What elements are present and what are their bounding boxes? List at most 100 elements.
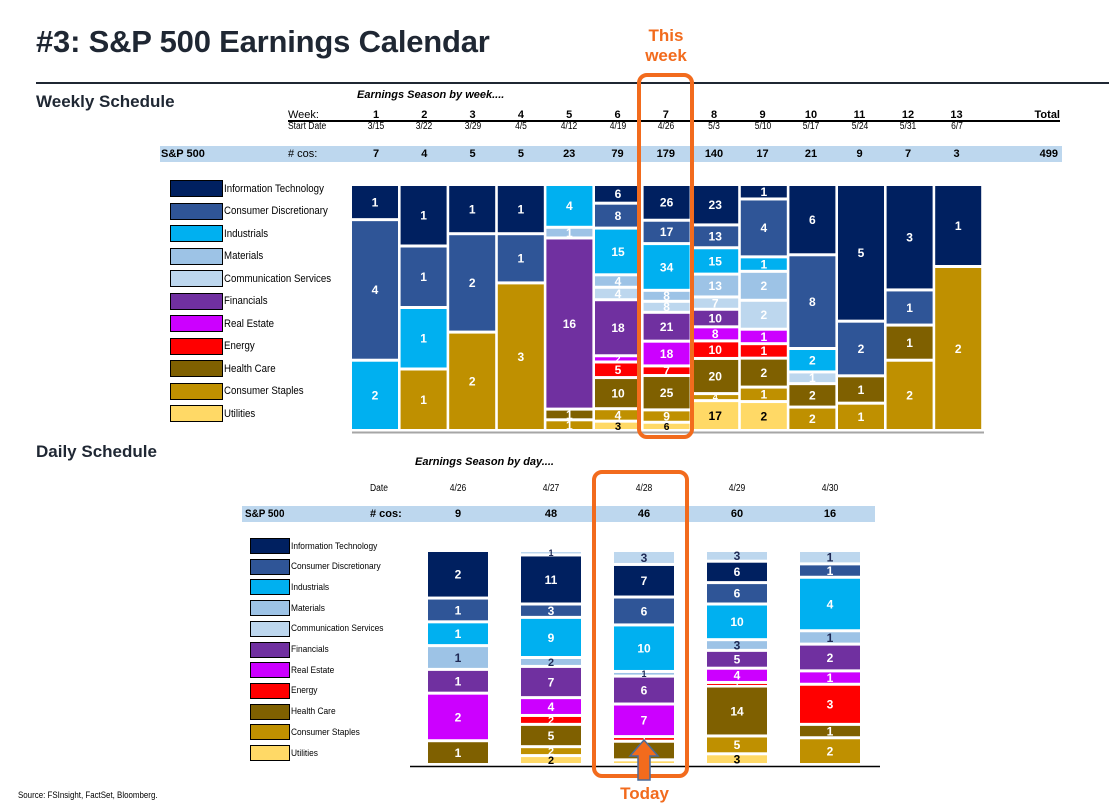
- bar-value-label: 4: [372, 283, 379, 297]
- bar-value-label: 2: [548, 657, 554, 669]
- bar-value-label: 2: [760, 308, 767, 322]
- bar-value-label: 4: [713, 392, 718, 402]
- bar-segment-communication-services: [789, 373, 836, 383]
- bar-segment-consumer-discretionary: [614, 598, 674, 624]
- bar-value-label: 9: [663, 409, 670, 423]
- week-start-date-label: 4/19: [609, 121, 626, 132]
- legend-label: Consumer Discretionary: [291, 561, 381, 573]
- bar-value-label: 2: [372, 389, 379, 403]
- bar-value-label: 1: [455, 651, 462, 665]
- week-count-value: 17: [756, 148, 769, 160]
- bar-value-label: 2: [455, 710, 462, 724]
- bar-value-label: 6: [734, 565, 741, 579]
- week-start-date-label: 5/31: [899, 121, 917, 132]
- bar-segment-consumer-discretionary: [521, 605, 581, 616]
- week-count-value: 179: [656, 148, 675, 160]
- legend-label: Financials: [224, 295, 268, 307]
- today-arrow-icon: [628, 738, 660, 781]
- bar-segment-real-estate: [521, 699, 581, 714]
- bar-segment-financials: [428, 670, 488, 692]
- bar-value-label: 2: [955, 342, 962, 356]
- bar-value-label: 4: [734, 669, 741, 683]
- bar-segment-real-estate: [614, 705, 674, 736]
- bar-segment-financials: [643, 313, 690, 340]
- legend-label: Real Estate: [291, 664, 335, 676]
- week-start-date-label: 3/15: [367, 121, 385, 132]
- legend-item-consumer-staples: Consumer Staples: [170, 382, 315, 400]
- legend-swatch: [170, 382, 223, 400]
- week-start-date-label: 3/29: [464, 121, 481, 132]
- bar-segment-communication-services: [740, 301, 787, 328]
- bar-segment-materials: [692, 275, 739, 296]
- legend-label: Materials: [224, 250, 264, 262]
- bar-segment-information-technology: [614, 565, 674, 596]
- bar-value-label: 2: [760, 409, 767, 423]
- bar-segment-energy: [800, 685, 860, 723]
- bar-value-label: 1: [760, 344, 767, 358]
- week-start-date-label: 5/17: [802, 121, 820, 132]
- week-number-label: 8: [710, 109, 718, 121]
- daily-count-label: # cos:: [370, 508, 402, 520]
- week-number-label: 2: [421, 109, 428, 121]
- bar-value-label: 4: [615, 408, 622, 422]
- bar-value-label: 18: [660, 347, 674, 361]
- bar-segment-consumer-staples: [692, 395, 739, 400]
- bar-value-label: 15: [611, 245, 625, 259]
- bar-segment-consumer-discretionary: [595, 204, 641, 227]
- bar-value-label: 4: [615, 274, 622, 288]
- bar-value-label: 2: [548, 755, 554, 767]
- legend-label: Communication Services: [224, 272, 332, 285]
- bar-value-label: 1: [566, 408, 573, 422]
- bar-segment-consumer-discretionary: [800, 565, 860, 576]
- bar-value-label: 1: [641, 669, 646, 679]
- bar-segment-industrials: [521, 618, 581, 656]
- week-number-label: 7: [662, 109, 669, 121]
- bar-segment-health-care: [692, 359, 739, 393]
- bar-segment-industrials: [614, 626, 674, 670]
- week-number-label: 11: [853, 109, 866, 121]
- bar-segment-energy: [521, 716, 581, 723]
- bar-segment-consumer-staples: [935, 268, 982, 429]
- bar-value-label: 1: [858, 410, 865, 424]
- legend-swatch: [250, 682, 290, 699]
- bar-value-label: 3: [734, 549, 741, 563]
- bar-value-label: 2: [760, 366, 767, 380]
- day-count-value: 16: [823, 508, 837, 520]
- bar-value-label: 4: [548, 700, 555, 714]
- bar-segment-consumer-discretionary: [428, 599, 488, 621]
- legend-swatch: [250, 724, 290, 741]
- bar-value-label: 1: [420, 209, 427, 223]
- date-row-label: Date: [370, 483, 388, 494]
- bar-value-label: 2: [809, 412, 816, 426]
- source-note: Source: FSInsight, FactSet, Bloomberg.: [18, 790, 158, 800]
- bar-segment-energy: [740, 345, 787, 357]
- bar-segment-industrials: [352, 361, 398, 429]
- week-start-date-label: 4/26: [657, 121, 675, 132]
- bar-value-label: 11: [545, 573, 558, 587]
- bar-segment-industrials: [400, 309, 447, 368]
- legend-label: Financials: [291, 644, 329, 655]
- bar-segment-energy: [707, 683, 767, 685]
- title-divider: [36, 82, 1109, 84]
- week-start-date-label: 5/24: [851, 121, 868, 132]
- bar-value-label: 9: [548, 631, 555, 645]
- week-number-label: 1: [372, 109, 380, 121]
- bar-segment-financials: [800, 645, 860, 670]
- bar-value-label: 1: [420, 332, 427, 346]
- legend-item-materials: Materials: [170, 247, 269, 265]
- day-date-label: 4/27: [542, 483, 560, 494]
- week-count-value: 23: [563, 148, 576, 160]
- today-annotation: Today: [620, 784, 669, 803]
- bar-segment-information-technology: [428, 552, 488, 597]
- bar-value-label: 1: [760, 257, 767, 271]
- bar-segment-information-technology: [692, 186, 739, 224]
- bar-value-label: 3: [906, 231, 913, 245]
- day-date-label: 4/28: [635, 483, 653, 494]
- weekly-count-band: [160, 146, 1062, 162]
- legend-item-consumer-staples: Consumer Staples: [250, 724, 369, 741]
- bar-value-label: 6: [809, 213, 816, 227]
- bar-segment-financials: [614, 677, 674, 703]
- bar-value-label: 8: [663, 289, 670, 303]
- bar-segment-information-technology: [400, 186, 447, 245]
- bar-segment-health-care: [838, 377, 884, 402]
